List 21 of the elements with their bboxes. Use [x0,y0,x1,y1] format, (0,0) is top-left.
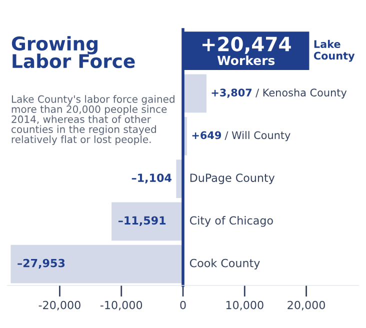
y-tick-label: DuPage County [190,174,275,184]
x-tick-label: -10,000 [100,300,142,310]
data-label: –11,591 [118,216,166,226]
data-label: –1,104 [132,174,172,184]
text: Growing Labor Force [12,36,135,68]
data-label: +20,474 [202,36,291,54]
y-tick-label: Cook County [190,258,260,270]
text: +3,807 / Kenosha County [212,88,347,99]
bar [10,244,183,284]
text: +649 / Will County [192,131,290,142]
y-tick-label: Lake County [314,40,355,62]
x-tick-label: 10,000 [226,300,264,310]
text: Lake County's labor force gained more than 20,000 people since 2014, whereas that of other counties in the region stayed relatively flat or lost people. [12,95,174,146]
annotation: Workers [217,55,275,66]
y-tick-label: City of Chicago [190,216,273,227]
bar [183,74,206,113]
x-tick-label: -20,000 [38,300,80,310]
x-tick-label: 0 [180,300,186,310]
bar [112,202,183,241]
x-tick-label: 20,000 [288,300,325,310]
data-label: –27,953 [18,258,65,269]
